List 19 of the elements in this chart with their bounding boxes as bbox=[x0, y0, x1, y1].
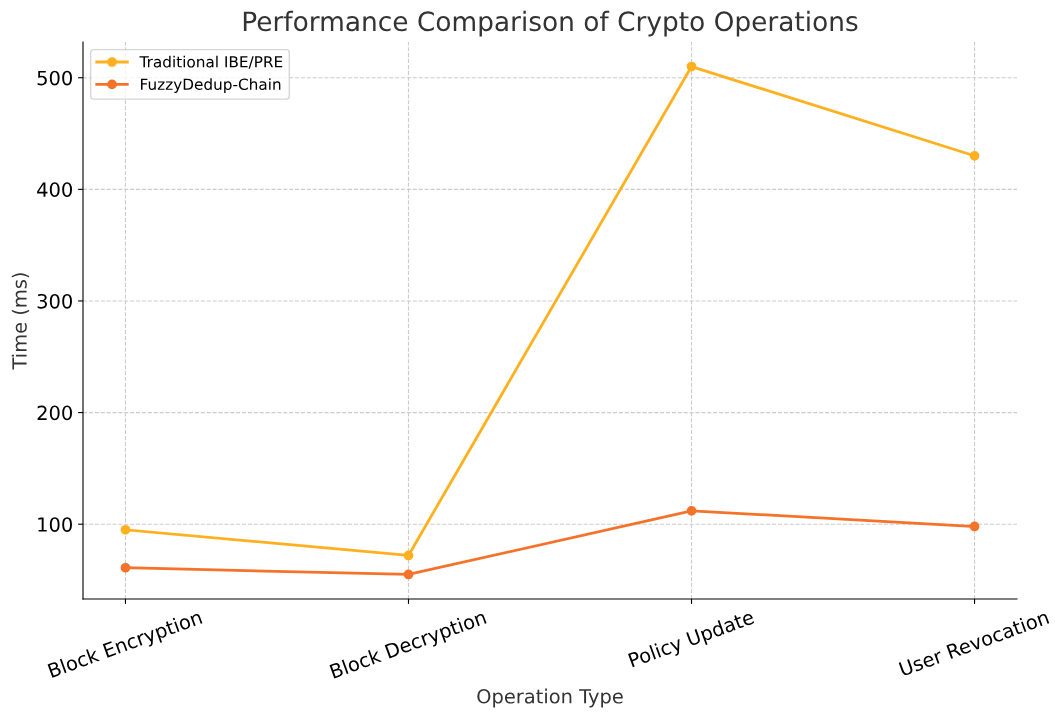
point bbox=[686, 505, 697, 516]
point bbox=[120, 524, 131, 535]
y-tick-label: 300 bbox=[37, 293, 72, 309]
y-tick-label: 100 bbox=[38, 517, 72, 532]
legend-label: Traditional IBE/PRE bbox=[139, 55, 283, 69]
point bbox=[120, 562, 131, 573]
y-tick-label: 200 bbox=[37, 405, 72, 421]
point bbox=[403, 569, 414, 580]
y-tick-label: 500 bbox=[37, 70, 72, 86]
chart-title: Performance Comparison of Crypto Operations bbox=[243, 10, 858, 37]
x-axis-title: Operation Type bbox=[477, 688, 623, 708]
x-tick-label: Policy Update bbox=[627, 609, 757, 672]
point bbox=[969, 150, 980, 161]
legend-label: FuzzyDedup-Chain bbox=[141, 78, 281, 93]
point bbox=[686, 61, 697, 72]
point bbox=[403, 550, 414, 561]
y-axis-title: Time (ms) bbox=[11, 273, 30, 370]
y-tick-label: 400 bbox=[37, 182, 72, 198]
point bbox=[969, 521, 980, 532]
